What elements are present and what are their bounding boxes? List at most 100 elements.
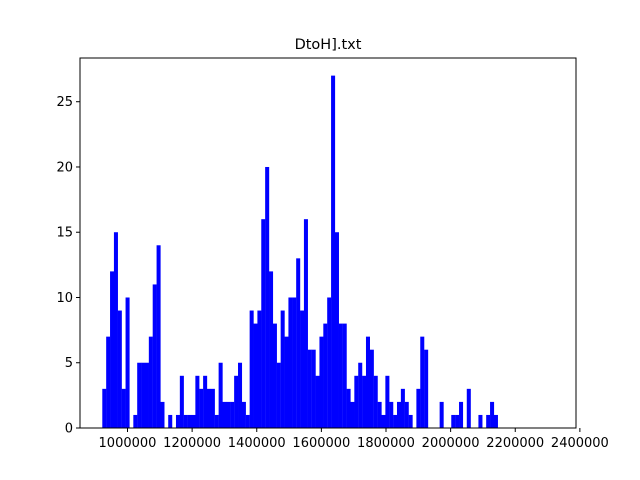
histogram-bar (377, 401, 382, 428)
x-tick-label: 1200000 (163, 436, 221, 451)
histogram-bar (195, 375, 200, 428)
histogram-bar (396, 401, 402, 428)
histogram-bar (369, 349, 374, 428)
x-tick-label: 1000000 (99, 436, 157, 451)
histogram-bar (133, 414, 138, 428)
histogram-bar (408, 414, 413, 428)
histogram-bar (424, 349, 429, 428)
x-axis: 1000000 1200000 1400000 1600000 1800000 20000… (99, 428, 609, 451)
histogram-bar (179, 375, 184, 428)
histogram-bar (420, 336, 425, 428)
histogram-bar (393, 414, 398, 428)
histogram-bar (152, 284, 157, 428)
histogram-bar (315, 375, 320, 428)
histogram-bar (400, 388, 405, 428)
histogram-bar (439, 401, 444, 428)
histogram-bar (490, 401, 495, 428)
histogram-bar (210, 388, 215, 428)
histogram-bar (331, 75, 336, 429)
histogram-bar (156, 245, 161, 428)
histogram-bar (110, 271, 115, 428)
histogram-bar (478, 414, 483, 428)
x-tick-label: 2400000 (551, 436, 609, 451)
y-tick-label: 25 (56, 95, 73, 110)
histogram-bar (222, 401, 227, 428)
histogram-bar (303, 219, 308, 428)
histogram-bar (269, 271, 274, 428)
histogram-bar (206, 388, 212, 428)
histogram-bar (261, 219, 266, 428)
histogram-bar (292, 297, 297, 428)
histogram-bar (327, 297, 332, 428)
histogram-bar (334, 232, 339, 428)
x-tick-label: 2000000 (422, 436, 480, 451)
histogram-bar (175, 414, 180, 428)
histogram-bar (319, 336, 324, 428)
histogram-bar (203, 375, 208, 428)
y-tick-label: 0 (65, 422, 73, 437)
histogram-bar (493, 414, 498, 428)
x-tick-label: 1400000 (228, 436, 286, 451)
histogram-bar (218, 362, 223, 428)
histogram-bar (102, 388, 107, 428)
histogram-bar (113, 232, 118, 428)
histogram-bar (451, 414, 456, 428)
histogram-bar (296, 258, 301, 428)
histogram-bar (362, 375, 367, 428)
histogram-bar (276, 362, 281, 428)
histogram-bar (121, 388, 126, 428)
histogram-bar (358, 362, 363, 428)
histogram-bar (187, 414, 192, 428)
chart-title: DtoH].txt (295, 37, 362, 53)
histogram-bar (191, 414, 196, 428)
histogram-bar (160, 401, 165, 428)
histogram-bar (350, 401, 355, 428)
histogram-bar (106, 336, 111, 428)
histogram-bar (241, 401, 246, 428)
y-tick-label: 15 (56, 226, 73, 241)
histogram-bar (365, 336, 370, 428)
y-tick-label: 20 (56, 160, 73, 175)
histogram-bar (272, 323, 277, 428)
histogram-bar (288, 297, 293, 428)
histogram-bar (280, 310, 285, 428)
histogram-bar (466, 388, 471, 428)
y-axis: 0 5 10 15 20 25 (56, 95, 80, 437)
histogram-bar (125, 297, 130, 428)
histogram-bar (284, 336, 289, 428)
histogram-bar (230, 401, 235, 428)
histogram-bar (346, 388, 351, 428)
histogram-bar (148, 336, 153, 428)
histogram-bar (226, 401, 231, 428)
histogram-bar (404, 401, 409, 428)
histogram-bar (257, 310, 262, 428)
histogram-bar (238, 362, 243, 428)
histogram-bar (373, 375, 378, 428)
histogram-bar (486, 414, 491, 428)
histogram-bar (253, 323, 258, 428)
histogram-bar (249, 310, 254, 428)
histogram-bar (338, 323, 343, 428)
x-tick-label: 1600000 (292, 436, 350, 451)
histogram-bar (245, 414, 250, 428)
histogram-bar (183, 414, 188, 428)
histogram-bar (354, 375, 359, 428)
plot-frame (79, 57, 577, 429)
histogram-bar (307, 349, 312, 428)
histogram-bar (416, 388, 421, 428)
histogram-bar (455, 414, 460, 428)
histogram-bar (311, 349, 316, 428)
histogram-bar (144, 362, 149, 428)
histogram-bar (234, 375, 239, 428)
x-tick-label: 1800000 (357, 436, 415, 451)
histogram-bar (199, 388, 204, 428)
histogram-bar (342, 323, 347, 428)
histogram-bar (137, 362, 142, 428)
y-tick-label: 10 (56, 291, 73, 306)
histogram-bar (389, 401, 394, 428)
bars-group (102, 75, 498, 429)
histogram-bar (168, 414, 173, 428)
histogram-bar (117, 310, 122, 428)
histogram-bar (141, 362, 146, 428)
